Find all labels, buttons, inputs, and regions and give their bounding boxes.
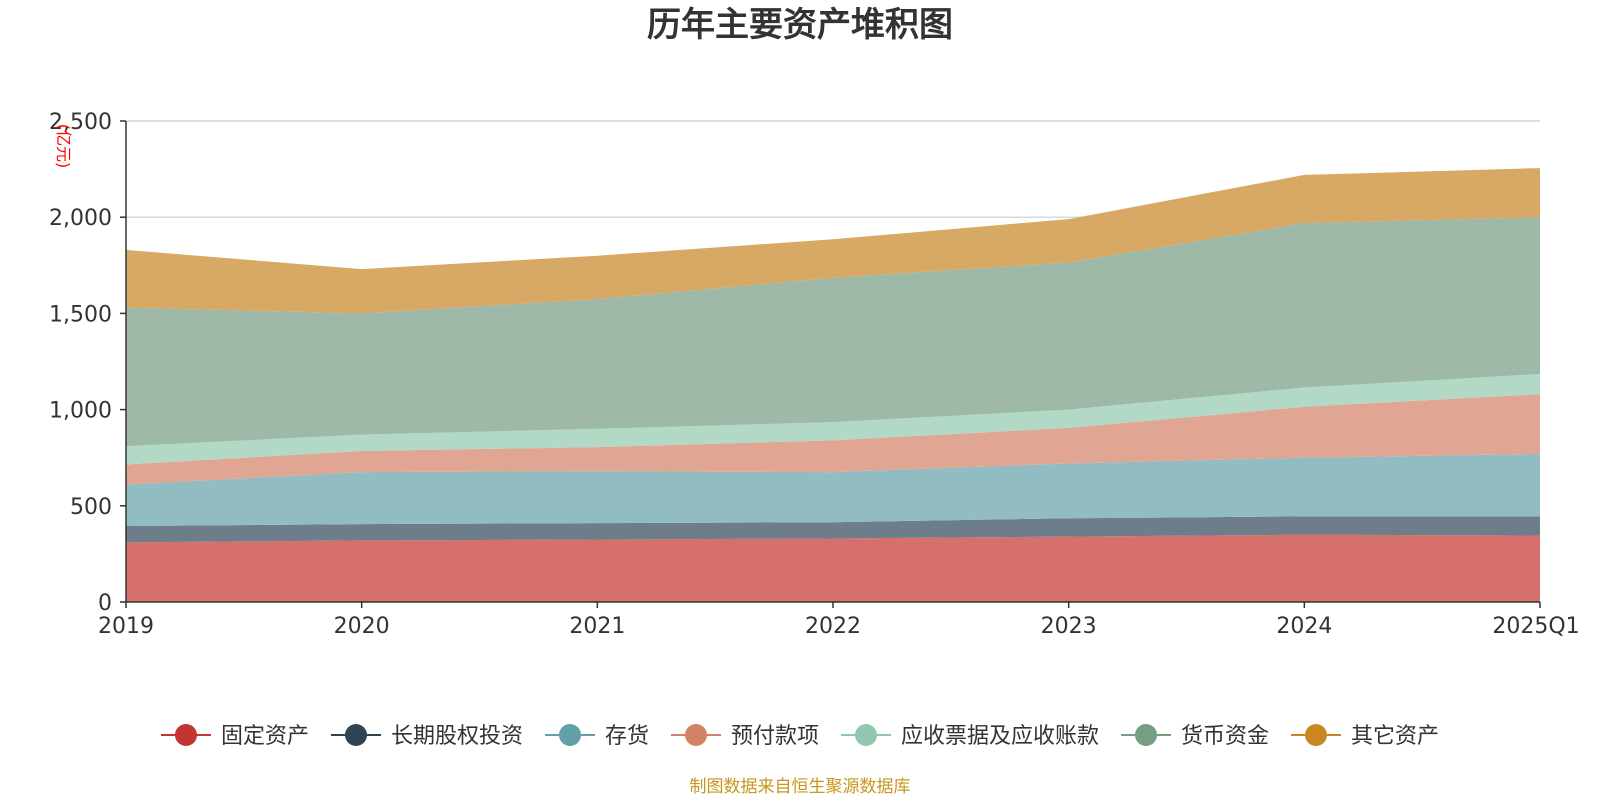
legend-item-6[interactable]: 其它资产: [1291, 724, 1439, 749]
x-tick-label-3: 2022: [805, 614, 861, 639]
legend-item-5[interactable]: 货币资金: [1121, 724, 1269, 749]
legend-item-3[interactable]: 预付款项: [671, 724, 819, 749]
legend-label: 应收票据及应收账款: [901, 724, 1099, 749]
legend-item-2[interactable]: 存货: [545, 724, 649, 749]
y-tick-label-5: 2,500: [49, 110, 112, 135]
legend-label: 存货: [605, 724, 649, 749]
legend: 固定资产 长期股权投资 存货 预付款项 应收票据及应收账款 货币资金 其它资产: [161, 724, 1439, 749]
area-series-0: [126, 534, 1540, 602]
y-tick-label-0: 0: [98, 591, 112, 616]
data-source-note: 制图数据来自恒生聚源数据库: [690, 777, 911, 797]
legend-dot-icon: [1135, 724, 1157, 746]
area-series-layer: [126, 168, 1540, 602]
legend-item-4[interactable]: 应收票据及应收账款: [841, 724, 1099, 749]
legend-dot-icon: [345, 724, 367, 746]
y-tick-label-4: 2,000: [49, 206, 112, 231]
legend-label: 固定资产: [221, 724, 309, 749]
area-series-6: [126, 168, 1540, 314]
legend-dot-icon: [685, 724, 707, 746]
legend-dot-icon: [855, 724, 877, 746]
legend-label: 预付款项: [731, 724, 819, 749]
area-series-1: [126, 516, 1540, 543]
y-axis-unit-label: (亿元): [54, 124, 73, 169]
chart-title: 历年主要资产堆积图: [647, 5, 953, 45]
legend-dot-icon: [175, 724, 197, 746]
area-series-2: [126, 453, 1540, 526]
legend-label: 其它资产: [1351, 724, 1439, 749]
area-series-5: [126, 217, 1540, 447]
legend-item-1[interactable]: 长期股权投资: [331, 724, 523, 749]
y-tick-label-1: 500: [70, 495, 112, 520]
legend-item-0[interactable]: 固定资产: [161, 724, 309, 749]
axes: 0 500 1,000 1,500 2,000 2,500 2019 2020 2021 2022…: [49, 110, 1580, 639]
y-tick-label-2: 1,000: [49, 399, 112, 424]
x-tick-label-4: 2023: [1041, 614, 1097, 639]
legend-dot-icon: [559, 724, 581, 746]
x-tick-label-0: 2019: [98, 614, 154, 639]
legend-dot-icon: [1305, 724, 1327, 746]
x-tick-label-6: 2025Q1: [1492, 614, 1579, 639]
x-tick-label-1: 2020: [334, 614, 390, 639]
legend-label: 货币资金: [1181, 724, 1269, 749]
area-series-3: [126, 394, 1540, 485]
area-series-4: [126, 374, 1540, 465]
y-tick-label-3: 1,500: [49, 302, 112, 327]
x-tick-label-5: 2024: [1276, 614, 1332, 639]
x-tick-label-2: 2021: [569, 614, 625, 639]
legend-label: 长期股权投资: [391, 724, 523, 749]
